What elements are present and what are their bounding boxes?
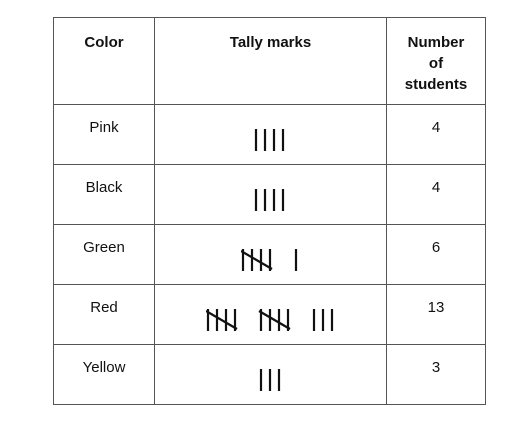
tally-cell — [154, 224, 387, 285]
color-label: Green — [83, 239, 125, 256]
tally-table: Color Tally marks Number of students Pin… — [53, 17, 486, 405]
color-label: Black — [85, 179, 123, 196]
tally-cell — [154, 344, 387, 405]
count-value: 4 — [431, 119, 441, 136]
header-count-line-2: of — [428, 55, 444, 72]
color-label: Yellow — [82, 359, 126, 376]
header-color-label: Color — [84, 34, 124, 51]
color-cell: Black — [53, 164, 155, 225]
header-color: Color — [53, 17, 155, 105]
header-tally: Tally marks — [154, 17, 387, 105]
table-row: Pink 4 — [53, 104, 486, 165]
tally-cell — [154, 164, 387, 225]
table-row: Yellow 3 — [53, 344, 486, 405]
table-header-row: Color Tally marks Number of students — [53, 17, 486, 105]
header-count-line-3: students — [404, 76, 468, 93]
count-cell: 4 — [386, 104, 486, 165]
table-row: Green 6 — [53, 224, 486, 285]
count-value: 13 — [427, 299, 445, 316]
header-count-label: Number of students — [387, 18, 485, 95]
tally-cross-stroke — [257, 310, 291, 330]
count-cell: 13 — [386, 284, 486, 345]
color-cell: Red — [53, 284, 155, 345]
tally-marks — [254, 189, 285, 211]
table-row: Black 4 — [53, 164, 486, 225]
count-value: 4 — [431, 179, 441, 196]
table-row: Red 13 — [53, 284, 486, 345]
count-cell: 4 — [386, 164, 486, 225]
color-cell: Yellow — [53, 344, 155, 405]
count-value: 3 — [431, 359, 441, 376]
tally-cell — [154, 104, 387, 165]
color-label: Red — [90, 299, 118, 316]
tally-cross-stroke — [241, 250, 273, 270]
tally-marks — [254, 129, 285, 151]
color-cell: Pink — [53, 104, 155, 165]
tally-marks — [205, 309, 333, 331]
count-cell: 6 — [386, 224, 486, 285]
count-value: 6 — [431, 239, 441, 256]
tally-marks — [259, 369, 280, 391]
count-cell: 3 — [386, 344, 486, 405]
header-tally-label: Tally marks — [229, 34, 312, 51]
tally-cell — [154, 284, 387, 345]
tally-cross-stroke — [205, 310, 238, 330]
color-label: Pink — [89, 119, 119, 136]
header-count-line-1: Number — [407, 34, 465, 51]
color-cell: Green — [53, 224, 155, 285]
tally-marks — [241, 249, 298, 271]
header-count: Number of students — [386, 17, 486, 105]
